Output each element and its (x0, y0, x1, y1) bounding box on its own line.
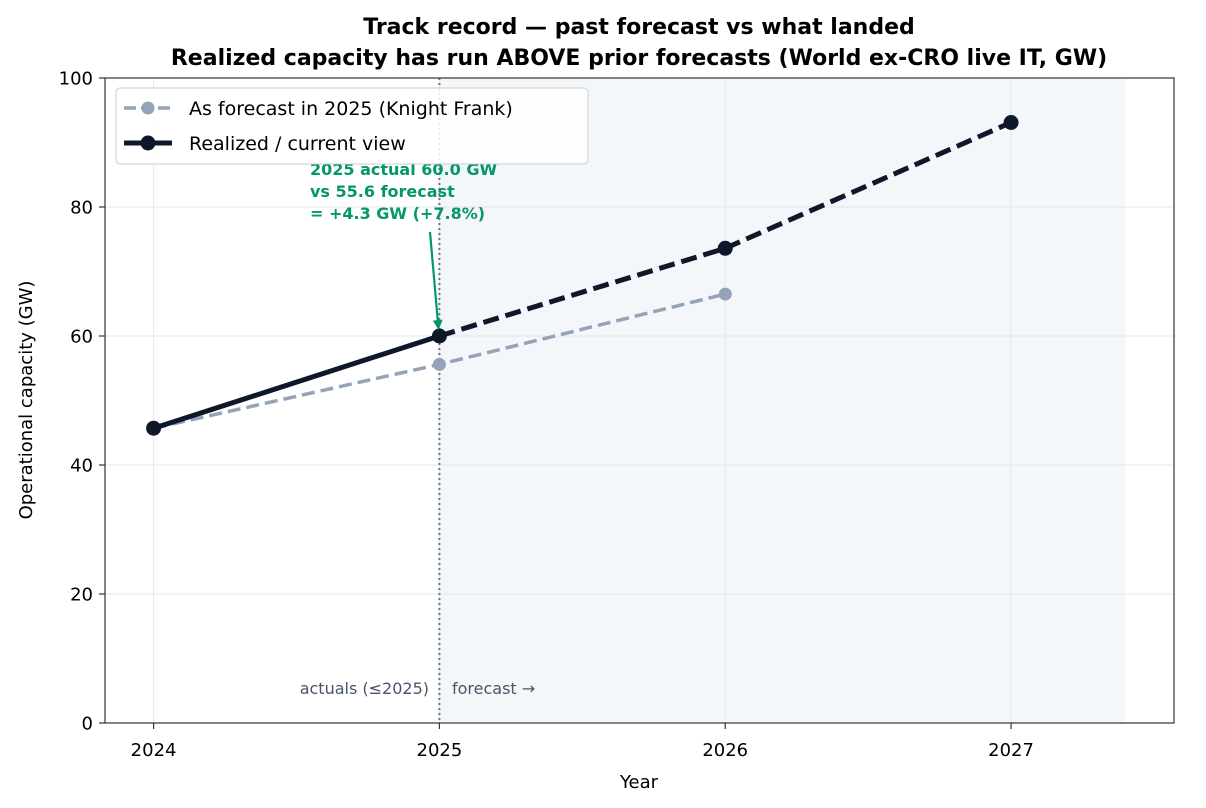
forecast-region-label: forecast → (452, 679, 535, 698)
series-line-realized-actual (151, 333, 442, 431)
forecast-shade (439, 78, 1126, 723)
annotation: 2025 actual 60.0 GW vs 55.6 forecast = +… (310, 160, 497, 330)
actuals-region-label: actuals (≤2025) (300, 679, 429, 698)
realized-point (1003, 115, 1019, 131)
y-tick-label: 0 (82, 714, 93, 735)
y-tick-label: 100 (59, 69, 93, 90)
x-tick-label: 2026 (702, 740, 748, 761)
realized-point (146, 420, 162, 436)
y-tick-label: 60 (70, 327, 93, 348)
x-tick-label: 2024 (131, 740, 177, 761)
x-axis-label: Year (619, 772, 659, 793)
forecast-point (718, 287, 732, 301)
y-tick-label: 80 (70, 198, 93, 219)
data-points (146, 115, 1019, 436)
legend-box (115, 87, 589, 165)
annotation-line-2: vs 55.6 forecast (310, 182, 455, 201)
legend-label-forecast: As forecast in 2025 (Knight Frank) (189, 98, 513, 120)
y-axis-label: Operational capacity (GW) (16, 281, 37, 520)
realized-point (717, 240, 733, 256)
annotation-line-3: = +4.3 GW (+7.8%) (310, 204, 485, 223)
plot-frame (104, 77, 1175, 724)
series-line-realized-projected (438, 120, 1013, 339)
legend-marker-realized (140, 135, 156, 151)
legend-label-realized: Realized / current view (189, 133, 406, 155)
annotation-arrow (428, 231, 443, 330)
x-axis-ticks: 2024 2025 2026 2027 (131, 723, 1034, 761)
realized-point (431, 328, 447, 344)
y-tick-label: 40 (70, 456, 93, 477)
x-tick-label: 2025 (417, 740, 463, 761)
annotation-line-1: 2025 actual 60.0 GW (310, 160, 497, 179)
legend-marker-forecast (141, 101, 155, 115)
y-tick-label: 20 (70, 585, 93, 606)
x-tick-label: 2027 (988, 740, 1034, 761)
y-axis-ticks: 0 20 40 60 80 100 (59, 69, 105, 735)
forecast-shade-rect (439, 78, 1126, 723)
chart-title: Track record — past forecast vs what lan… (363, 15, 915, 40)
legend: As forecast in 2025 (Knight Frank) Reali… (115, 87, 589, 165)
forecast-point (432, 357, 446, 371)
chart-subtitle: Realized capacity has run ABOVE prior fo… (171, 46, 1107, 71)
